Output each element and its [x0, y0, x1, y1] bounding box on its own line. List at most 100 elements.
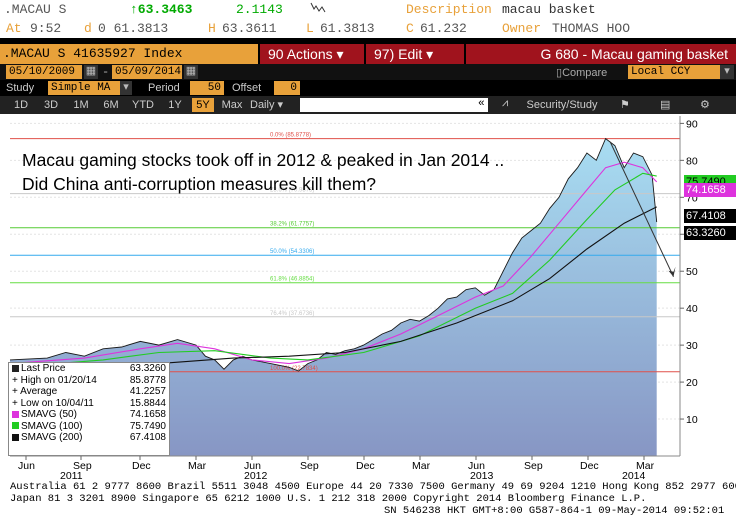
security-study-button[interactable]: Security/Study	[526, 99, 598, 111]
y-tick-label: 20	[686, 377, 698, 389]
time-value: 9:52	[30, 20, 62, 36]
quote-header-row: .MACAU S ↑63.3463 2.1143 Description mac…	[0, 0, 736, 18]
high-value: 63.3611	[222, 20, 277, 36]
ticker-label: .MACAU S	[4, 1, 67, 17]
edit-button[interactable]: 97) Edit ▾	[366, 44, 464, 64]
legend-value: 85.8778	[129, 374, 166, 386]
legend-swatch	[12, 364, 19, 372]
legend-value: 41.2257	[129, 386, 166, 397]
legend-value: 63.3260	[129, 363, 166, 374]
close-label: C	[406, 20, 414, 36]
currency-select[interactable]: Local CCY	[628, 65, 720, 79]
legend-swatch	[12, 410, 19, 418]
x-tick-label: Jun	[244, 460, 261, 472]
actions-button[interactable]: 90 Actions ▾	[260, 44, 364, 64]
annotation-line-2: Did China anti-corruption measures kill …	[22, 174, 377, 194]
price-area	[10, 138, 657, 456]
series-line	[9, 172, 657, 368]
legend-value: 75.7490	[129, 420, 166, 432]
legend-label: High on 01/20/14	[20, 374, 97, 386]
period-label: Period	[148, 82, 180, 94]
period-input[interactable]: 50	[190, 81, 224, 95]
x-tick-label: Dec	[132, 460, 151, 472]
annotation-line-1: Macau gaming stocks took off in 2012 & p…	[22, 150, 505, 170]
chart-template-title: G 680 - Macau gaming basket	[466, 44, 736, 64]
compare-label: Compare	[562, 66, 608, 79]
chart-line-icon: ⩘	[502, 98, 509, 110]
calendar-icon[interactable]: ▦	[84, 65, 98, 79]
index-title: .MACAU S 41635927 Index	[0, 44, 258, 64]
close-value: 61.232	[420, 20, 467, 36]
low-value: 61.3813	[320, 20, 375, 36]
open-value: 0 61.3813	[98, 20, 169, 36]
tab-max[interactable]: Max	[221, 99, 243, 111]
fib-level-label: 0.0% (85.8778)	[270, 133, 311, 139]
legend-label: SMAVG (50)	[21, 409, 77, 420]
y-tick-label: 50	[686, 266, 698, 278]
x-tick-label: Mar	[188, 460, 207, 472]
legend-label: Average	[20, 386, 58, 397]
y-tick-label: 70	[686, 192, 698, 204]
tab-ytd[interactable]: YTD	[132, 99, 154, 111]
sparkline-icon	[310, 1, 326, 17]
trend-arrow	[609, 141, 674, 277]
quote-detail-row: At 9:52 d 0 61.3813 H 63.3611 L 61.3813 …	[0, 18, 736, 38]
legend-label: SMAVG (200)	[21, 432, 83, 443]
chevron-left-icon[interactable]: «	[478, 98, 485, 110]
y-tick-label: 90	[686, 118, 698, 130]
legend-swatch	[12, 433, 19, 441]
fib-level-label: 50.0% (54.3306)	[270, 249, 314, 255]
footer-timestamp: SN 546238 HKT GMT+8:00 G587-864-1 09-May…	[384, 505, 725, 517]
chevron-down-icon[interactable]: ▾	[720, 65, 734, 79]
tab-6m[interactable]: 6M	[103, 99, 119, 111]
frequency-select[interactable]: Daily ▾	[250, 99, 284, 111]
study-select[interactable]: Simple MA	[48, 81, 120, 95]
description-label: Description	[406, 1, 492, 17]
legend-row: + Low on 10/04/11 15.8844	[12, 397, 166, 409]
footer-contacts-1: Australia 61 2 9777 8600 Brazil 5511 304…	[10, 481, 736, 493]
date-separator: -	[102, 65, 110, 79]
x-tick-label: Sep	[300, 460, 319, 472]
last-price: ↑63.3463	[130, 1, 193, 17]
y-tick-label: 30	[686, 340, 698, 352]
x-tick-label: Jun	[18, 460, 35, 472]
legend-row: SMAVG (200) 67.4108	[9, 432, 169, 444]
x-tick-label: Sep	[524, 460, 543, 472]
legend-swatch	[12, 422, 19, 430]
study-label: Study	[6, 82, 35, 94]
tab-3d[interactable]: 3D	[43, 99, 59, 111]
compare-checkbox[interactable]: ▯Compare	[556, 66, 608, 79]
x-tick-label: Mar	[636, 460, 655, 472]
sma200-tag: 67.4108	[684, 209, 736, 223]
owner-value: THOMAS HOO	[552, 20, 631, 36]
tab-1d[interactable]: 1D	[13, 99, 29, 111]
series-line	[9, 161, 658, 365]
end-date-input[interactable]: 05/09/2014	[112, 65, 182, 79]
legend-label: Low on 10/04/11	[20, 397, 94, 409]
tab-5y[interactable]: 5Y	[192, 98, 214, 112]
y-tick-label: 10	[686, 414, 698, 426]
legend-label: SMAVG (100)	[21, 420, 83, 432]
table-icon[interactable]: ▤	[660, 100, 671, 112]
offset-input[interactable]: 0	[274, 81, 300, 95]
chevron-down-icon[interactable]: ▾	[120, 81, 132, 95]
legend-row: SMAVG (50) 74.1658	[9, 409, 169, 421]
legend-row: Last Price 63.3260	[9, 363, 169, 375]
legend-value: 67.4108	[129, 432, 166, 443]
date-range-row: 05/10/2009 ▦ - 05/09/2014 ▦ ▯Compare Loc…	[0, 64, 736, 80]
legend-label: Last Price	[21, 363, 66, 374]
flag-icon[interactable]: ⚑	[620, 100, 630, 112]
tab-1y[interactable]: 1Y	[168, 99, 182, 111]
gear-icon[interactable]: ⚙	[700, 100, 710, 112]
search-input[interactable]	[300, 98, 488, 112]
sma50-tag: 74.1658	[684, 183, 736, 197]
description-value: macau basket	[502, 1, 596, 17]
fib-level-label: 76.4% (37.6736)	[270, 311, 314, 317]
x-tick-label: Mar	[412, 460, 431, 472]
year-label: 2012	[244, 470, 268, 482]
x-tick-label: Sep	[73, 460, 92, 472]
tab-1m[interactable]: 1M	[73, 99, 89, 111]
start-date-input[interactable]: 05/10/2009	[6, 65, 82, 79]
calendar-icon[interactable]: ▦	[184, 65, 198, 79]
study-row: Study Simple MA ▾ Period 50 Offset 0	[0, 80, 736, 96]
